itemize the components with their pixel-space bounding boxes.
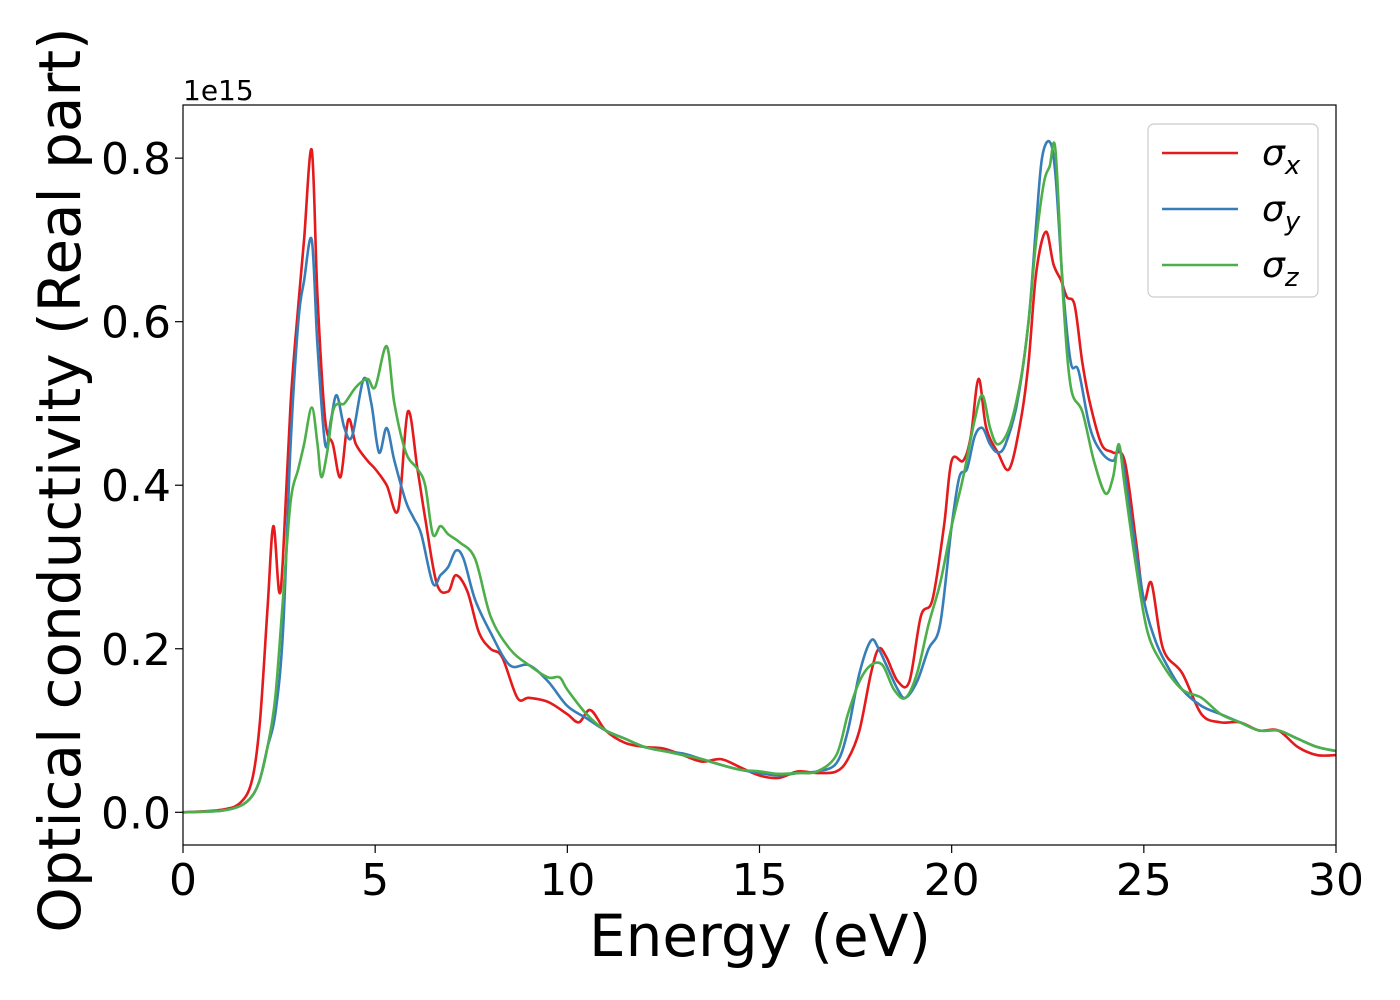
y-tick-label: 0.6 xyxy=(101,298,171,349)
x-tick-label: 5 xyxy=(361,855,389,906)
x-tick-label: 25 xyxy=(1116,855,1172,906)
y-tick-label: 0.0 xyxy=(101,788,171,839)
legend-box xyxy=(1147,123,1319,298)
y-tick-label: 0.4 xyxy=(101,461,171,512)
y-axis-label: Optical conductivity (Real part) xyxy=(26,27,94,932)
legend-label-x: σx xyxy=(1262,133,1301,181)
x-tick-label: 15 xyxy=(732,855,788,906)
series-line-z xyxy=(183,141,1336,814)
y-offset-label: 1e15 xyxy=(183,74,254,107)
series-line-x xyxy=(183,148,1336,814)
legend: σx σy σz xyxy=(1147,123,1319,298)
y-tick-label: 0.8 xyxy=(101,134,171,185)
series-layer xyxy=(183,139,1336,814)
legend-label-y: σy xyxy=(1262,189,1301,237)
x-tick-label: 20 xyxy=(924,855,980,906)
x-tick-label: 30 xyxy=(1308,855,1364,906)
x-axis-label: Energy (eV) xyxy=(589,902,931,970)
legend-label-z: σz xyxy=(1262,245,1300,293)
x-tick-label: 10 xyxy=(539,855,595,906)
y-tick-label: 0.2 xyxy=(101,625,171,676)
x-tick-label: 0 xyxy=(169,855,197,906)
axes-layer: 0 5 10 15 20 25 30 0.0 0.2 0.4 0.6 0.8 xyxy=(101,104,1364,906)
series-line-y xyxy=(183,139,1336,814)
